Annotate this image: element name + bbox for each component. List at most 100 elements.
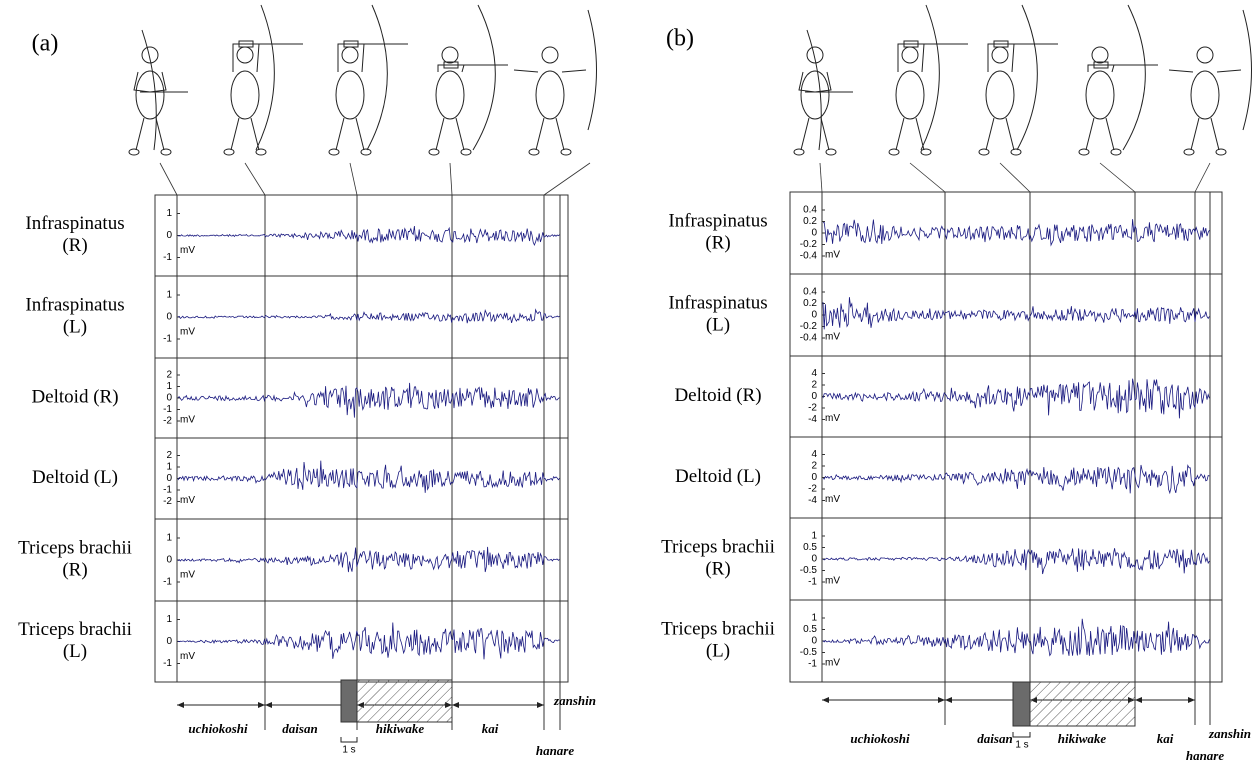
muscle-label: (L) bbox=[706, 640, 730, 661]
leg bbox=[985, 117, 995, 151]
foot bbox=[825, 148, 837, 156]
leg bbox=[1105, 117, 1115, 151]
y-tick-label: 0.4 bbox=[803, 287, 817, 298]
y-tick-label: 1 bbox=[166, 381, 172, 392]
phase-label: uchiokoshi bbox=[188, 721, 248, 736]
unit-label: mV bbox=[180, 415, 195, 426]
muscle-label: Infraspinatus bbox=[25, 213, 124, 234]
panel-label: (b) bbox=[666, 26, 694, 52]
torso bbox=[230, 70, 260, 120]
y-tick-label: 0 bbox=[166, 636, 172, 647]
muscle-label: (R) bbox=[62, 235, 87, 256]
phase-label: zanshin bbox=[1208, 726, 1251, 741]
emg-trace bbox=[178, 225, 560, 247]
foot bbox=[328, 148, 340, 156]
hand bbox=[343, 40, 359, 48]
connector bbox=[819, 162, 823, 193]
y-tick-label: -1 bbox=[808, 577, 817, 588]
muscle-label: Deltoid (R) bbox=[674, 385, 761, 406]
y-tick-label: 1 bbox=[166, 290, 172, 301]
hand bbox=[1093, 61, 1109, 69]
y-tick-label: -1 bbox=[163, 577, 172, 588]
y-tick-label: 1 bbox=[166, 614, 172, 625]
leg bbox=[555, 117, 565, 151]
y-tick-label: 0.2 bbox=[803, 216, 817, 227]
y-tick-label: 0 bbox=[811, 554, 817, 565]
head bbox=[441, 46, 459, 64]
emg-trace bbox=[822, 464, 1210, 495]
connector bbox=[1194, 162, 1211, 193]
leg bbox=[435, 117, 445, 151]
bow bbox=[806, 29, 822, 151]
hand bbox=[993, 40, 1009, 48]
y-tick-label: -4 bbox=[808, 414, 817, 425]
y-tick-label: -2 bbox=[163, 416, 172, 427]
leg bbox=[250, 117, 260, 151]
foot bbox=[460, 148, 472, 156]
y-tick-label: 2 bbox=[811, 380, 817, 391]
connector bbox=[449, 162, 453, 196]
y-tick-label: 0 bbox=[166, 312, 172, 323]
foot bbox=[255, 148, 267, 156]
torso bbox=[535, 70, 565, 120]
muscle-label: Triceps brachii bbox=[661, 536, 775, 557]
foot bbox=[360, 148, 372, 156]
head bbox=[901, 46, 919, 64]
y-tick-label: 1 bbox=[166, 462, 172, 473]
leg bbox=[1190, 117, 1200, 151]
y-tick-label: 0 bbox=[811, 391, 817, 402]
head bbox=[806, 46, 824, 64]
hand bbox=[238, 40, 254, 48]
torso bbox=[1085, 70, 1115, 120]
leg bbox=[895, 117, 905, 151]
unit-label: mV bbox=[825, 658, 840, 669]
leg bbox=[355, 117, 365, 151]
y-tick-label: 0 bbox=[811, 228, 817, 239]
foot bbox=[793, 148, 805, 156]
foot bbox=[128, 148, 140, 156]
unit-label: mV bbox=[180, 327, 195, 338]
y-tick-label: -1 bbox=[163, 658, 172, 669]
bow bbox=[472, 4, 496, 151]
muscle-label: (R) bbox=[705, 232, 730, 253]
connector bbox=[1099, 162, 1136, 193]
unit-label: mV bbox=[180, 570, 195, 581]
y-tick-label: -1 bbox=[163, 334, 172, 345]
emg-trace bbox=[822, 297, 1210, 330]
y-tick-label: 0 bbox=[166, 555, 172, 566]
y-tick-label: 0.5 bbox=[803, 624, 817, 635]
y-tick-label: -4 bbox=[808, 495, 817, 506]
muscle-label: (R) bbox=[705, 558, 730, 579]
y-tick-label: 2 bbox=[166, 370, 172, 381]
scale-bracket bbox=[1012, 732, 1031, 738]
leg bbox=[455, 117, 465, 151]
connector bbox=[244, 162, 266, 196]
foot bbox=[1010, 148, 1022, 156]
arms bbox=[1168, 69, 1242, 73]
leg bbox=[1005, 117, 1015, 151]
connector bbox=[349, 162, 358, 196]
y-tick-label: -1 bbox=[163, 404, 172, 415]
phase-label: hikiwake bbox=[376, 721, 425, 736]
phase-label: uchiokoshi bbox=[850, 731, 910, 746]
unit-label: mV bbox=[825, 413, 840, 424]
bow bbox=[366, 4, 388, 151]
leg bbox=[915, 117, 925, 151]
y-tick-label: 0 bbox=[166, 473, 172, 484]
scale-bracket bbox=[340, 737, 358, 743]
y-tick-label: 4 bbox=[811, 449, 817, 460]
foot bbox=[978, 148, 990, 156]
emg-trace bbox=[822, 548, 1210, 575]
foot bbox=[160, 148, 172, 156]
hand bbox=[903, 40, 919, 48]
unit-label: mV bbox=[825, 332, 840, 343]
phase-label: daisan bbox=[282, 721, 317, 736]
y-tick-label: 0.2 bbox=[803, 298, 817, 309]
y-tick-label: -0.2 bbox=[800, 321, 818, 332]
torso bbox=[1190, 70, 1220, 120]
emg-trace bbox=[177, 382, 560, 418]
y-tick-label: -0.5 bbox=[800, 565, 818, 576]
y-tick-label: 0 bbox=[811, 636, 817, 647]
muscle-label: (L) bbox=[63, 641, 87, 662]
bow bbox=[255, 4, 275, 151]
